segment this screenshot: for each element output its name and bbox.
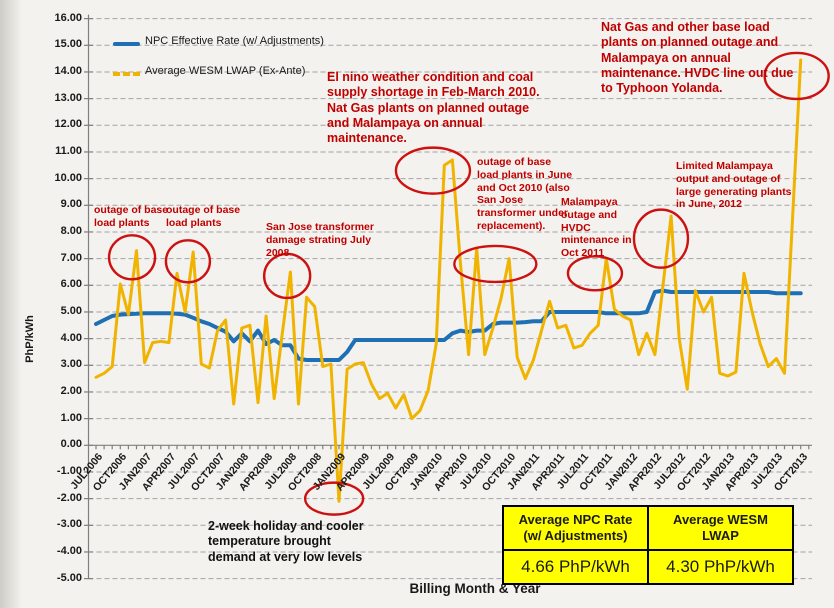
y-axis-tick-label: 5.00: [60, 304, 82, 317]
callout-annotation: outage of base load plants: [166, 204, 241, 229]
y-axis-tick-label: -2.00: [56, 491, 82, 504]
callout-annotation: Nat Gas and other base load plants on pl…: [601, 20, 794, 95]
avg-npc-rate-header: Average NPC Rate (w/ Adjustments): [502, 505, 649, 551]
y-axis-tick-label: 0.00: [60, 438, 82, 451]
y-axis-tick-label: 16.00: [54, 11, 82, 24]
highlight-ellipse: [566, 255, 624, 292]
highlight-ellipse: [262, 252, 312, 300]
y-axis-tick-label: 12.00: [54, 118, 82, 131]
highlight-ellipse: [453, 244, 538, 284]
avg-npc-rate-value: 4.66 PhP/kWh: [502, 549, 649, 585]
y-axis-tick-label: -4.00: [56, 544, 82, 557]
highlight-ellipse: [763, 51, 830, 101]
highlight-ellipse: [632, 208, 690, 269]
highlight-ellipse: [303, 481, 365, 516]
highlight-ellipse: [107, 234, 157, 281]
highlight-ellipse: [394, 146, 472, 195]
y-axis-tick-label: 1.00: [60, 411, 82, 424]
y-axis-title: PhP/kWh: [24, 315, 36, 363]
y-axis-tick-label: 3.00: [60, 358, 82, 371]
npc-line-swatch-icon: [113, 42, 140, 46]
avg-wesm-lwap-header: Average WESM LWAP: [647, 505, 794, 551]
avg-wesm-lwap-value: 4.30 PhP/kWh: [647, 549, 794, 585]
y-axis-tick-label: -3.00: [56, 518, 82, 531]
y-axis-tick-label: 4.00: [60, 331, 82, 344]
y-axis-tick-label: 13.00: [54, 91, 82, 104]
callout-annotation: El nino weather condition and coal suppl…: [327, 70, 540, 145]
y-axis-tick-label: 15.00: [54, 38, 82, 51]
legend-label-wesm: Average WESM LWAP (Ex-Ante): [145, 65, 306, 77]
y-axis-tick-label: 9.00: [60, 198, 82, 211]
wesm-lwap-line: [94, 58, 803, 503]
callout-annotation: 2-week holiday and cooler temperature br…: [208, 519, 364, 564]
y-axis-tick-label: 10.00: [54, 171, 82, 184]
y-axis-tick-label: -1.00: [56, 464, 82, 477]
callout-annotation: Limited Malampaya output and outage of l…: [676, 160, 792, 211]
callout-annotation: outage of base load plants: [94, 204, 169, 229]
left-edge-shadow: [0, 0, 22, 608]
wesm-line-swatch-icon: [113, 72, 140, 76]
callout-annotation: San Jose transformer damage strating Jul…: [266, 221, 374, 259]
y-axis-tick-label: -5.00: [56, 571, 82, 584]
y-axis-tick-label: 8.00: [60, 224, 82, 237]
averages-summary-table: Average NPC Rate (w/ Adjustments) Averag…: [502, 505, 794, 585]
y-axis-tick-label: 6.00: [60, 278, 82, 291]
callout-annotation: outage of base load plants in June and O…: [477, 156, 573, 232]
callout-annotation: Malampaya outage and HVDC mintenance in …: [561, 196, 632, 260]
npc-effective-rate-line: [94, 288, 803, 362]
y-axis-tick-label: 14.00: [54, 64, 82, 77]
y-axis-tick-label: 7.00: [60, 251, 82, 264]
legend-label-npc: NPC Effective Rate (w/ Adjustments): [145, 35, 324, 47]
y-axis-tick-label: 11.00: [55, 144, 82, 157]
highlight-ellipse: [164, 239, 212, 284]
y-axis-tick-label: 2.00: [60, 384, 82, 397]
